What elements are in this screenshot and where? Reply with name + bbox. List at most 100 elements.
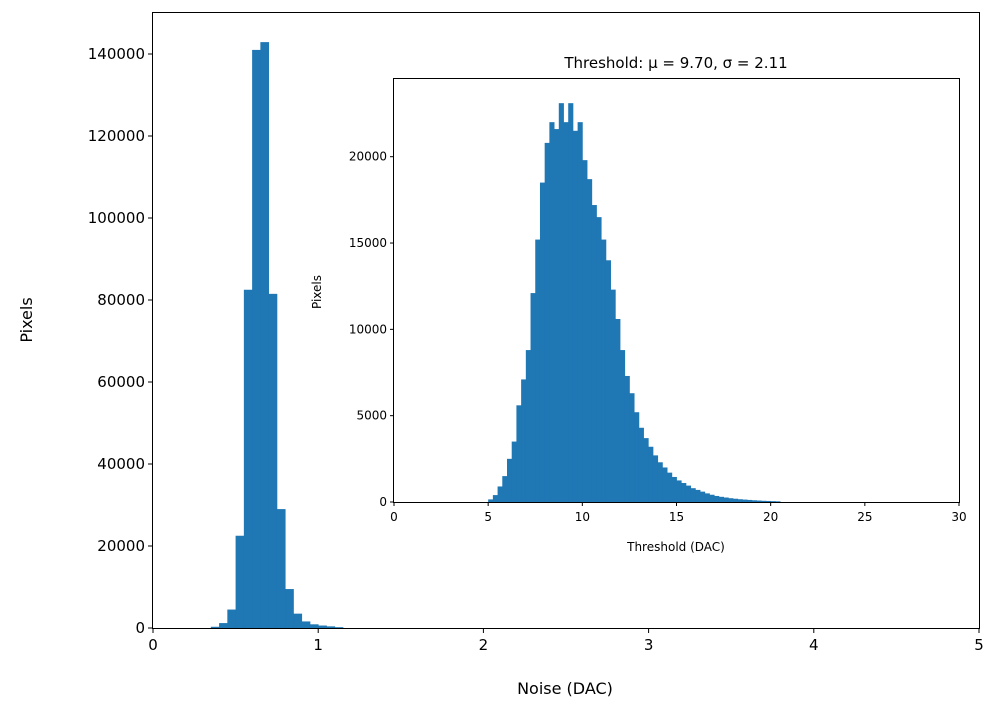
- inset-histogram-bar: [572, 130, 579, 503]
- inset-histogram-bar: [667, 472, 673, 502]
- inset-histogram-bar: [761, 500, 767, 502]
- inset-histogram-bar: [507, 458, 513, 502]
- inset-histogram-bar: [643, 438, 649, 502]
- inset-histogram-bar: [530, 293, 536, 502]
- inset-histogram-bar: [733, 498, 739, 502]
- inset-y-tick-label: 10000: [349, 322, 387, 336]
- inset-histogram-bar: [638, 427, 644, 502]
- inset-histogram-bar: [620, 350, 626, 502]
- main-x-tick-label: 1: [313, 636, 323, 654]
- inset-histogram-bar: [488, 499, 494, 502]
- inset-histogram-bar: [681, 483, 687, 502]
- inset-histogram-bar: [648, 446, 654, 502]
- main-y-tick-label: 60000: [97, 373, 145, 391]
- inset-histogram-bar: [657, 462, 663, 502]
- main-y-tick-label: 100000: [88, 209, 145, 227]
- main-x-tick-label: 0: [148, 636, 158, 654]
- main-y-tick-label: 40000: [97, 455, 145, 473]
- inset-x-tick-label: 25: [857, 510, 872, 524]
- inset-histogram-bar: [568, 103, 574, 503]
- inset-histogram-bar: [596, 217, 602, 503]
- inset-histogram-bar: [751, 500, 757, 502]
- main-histogram-bar: [276, 509, 286, 628]
- main-histogram-bar: [243, 289, 253, 628]
- inset-histogram-bar: [676, 480, 682, 502]
- inset-x-tick-label: 30: [951, 510, 966, 524]
- main-histogram-bar: [318, 625, 327, 628]
- inset-y-tick-label: 0: [379, 495, 387, 509]
- inset-histogram-bar: [629, 393, 635, 502]
- main-histogram-bar: [227, 609, 236, 628]
- inset-x-tick-label: 20: [763, 510, 778, 524]
- inset-histogram-bar: [737, 499, 743, 502]
- inset-histogram-bar: [554, 129, 560, 502]
- inset-histogram-bar: [582, 160, 588, 502]
- inset-y-tick-label: 5000: [356, 409, 387, 423]
- inset-histogram-bar: [525, 350, 531, 502]
- inset-histogram-bar: [765, 500, 772, 502]
- inset-histogram-bar: [775, 501, 781, 502]
- inset-histogram-bar: [610, 289, 616, 502]
- main-x-tick-label: 4: [809, 636, 819, 654]
- main-y-tick-label: 0: [135, 619, 145, 637]
- main-y-tick-label: 20000: [97, 537, 145, 555]
- inset-histogram-bar: [563, 122, 569, 502]
- main-histogram-bar: [301, 621, 311, 628]
- main-x-tick-label: 5: [974, 636, 984, 654]
- inset-histogram-bar: [539, 182, 546, 502]
- main-histogram-bar: [268, 293, 278, 628]
- inset-histogram-bar: [497, 486, 503, 502]
- main-histogram-bar: [252, 49, 261, 628]
- inset-histogram-bar: [615, 318, 621, 502]
- inset-y-tick-label: 20000: [349, 150, 387, 164]
- main-y-axis-label: Pixels: [17, 297, 36, 342]
- inset-histogram-bar: [535, 239, 541, 502]
- inset-histogram-bar: [577, 122, 583, 502]
- inset-histogram-bar: [671, 476, 677, 502]
- inset-x-axis-label: Threshold (DAC): [626, 540, 725, 554]
- inset-histogram-bar: [652, 455, 659, 502]
- inset-histogram-bar: [587, 179, 593, 502]
- main-ticks: 0 1 2 3 4 50200004000060000800001000001200001…: [88, 45, 984, 654]
- inset-histogram-bar: [704, 493, 710, 502]
- main-y-tick-label: 80000: [97, 291, 145, 309]
- main-bars: [210, 42, 344, 629]
- inset-histogram-bar: [685, 485, 692, 502]
- inset-histogram-bar: [718, 496, 724, 502]
- main-y-tick-label: 140000: [88, 45, 145, 63]
- inset-histogram-bar: [634, 412, 640, 502]
- inset-histogram-bar: [521, 379, 527, 502]
- inset-histogram-bar: [549, 122, 555, 502]
- main-axes-frame: [152, 12, 980, 629]
- main-x-tick-label: 3: [644, 636, 654, 654]
- inset-y-axis-label: Pixels: [310, 275, 324, 309]
- inset-histogram-bar: [605, 260, 611, 502]
- inset-histogram-bar: [695, 489, 701, 502]
- inset-histogram-bar: [747, 499, 753, 502]
- inset-x-tick-label: 0: [390, 510, 398, 524]
- inset-histogram-bar: [709, 494, 715, 502]
- inset-y-tick-label: 15000: [349, 236, 387, 250]
- inset-histogram-bar: [742, 499, 748, 502]
- inset-histogram-bar: [516, 405, 522, 502]
- main-histogram-bar: [309, 624, 319, 628]
- inset-histogram-bar: [502, 476, 508, 502]
- inset-histogram-bar: [690, 488, 696, 502]
- main-histogram-bar: [235, 535, 245, 628]
- main-y-tick-label: 120000: [88, 127, 145, 145]
- inset-histogram-bar: [700, 491, 706, 502]
- inset-bars: [488, 103, 781, 503]
- inset-x-tick-label: 5: [484, 510, 492, 524]
- inset-histogram-bar: [714, 495, 720, 502]
- main-histogram-bar: [210, 626, 220, 628]
- main-histogram-bar: [219, 623, 228, 628]
- main-histogram-bar: [285, 589, 294, 628]
- inset-x-tick-label: 15: [669, 510, 684, 524]
- inset-histogram-bar: [723, 497, 729, 502]
- main-histogram-bar: [326, 626, 336, 628]
- inset-histogram-bar: [511, 441, 517, 502]
- inset-histogram-bar: [662, 467, 668, 502]
- main-histogram-bar: [293, 613, 303, 628]
